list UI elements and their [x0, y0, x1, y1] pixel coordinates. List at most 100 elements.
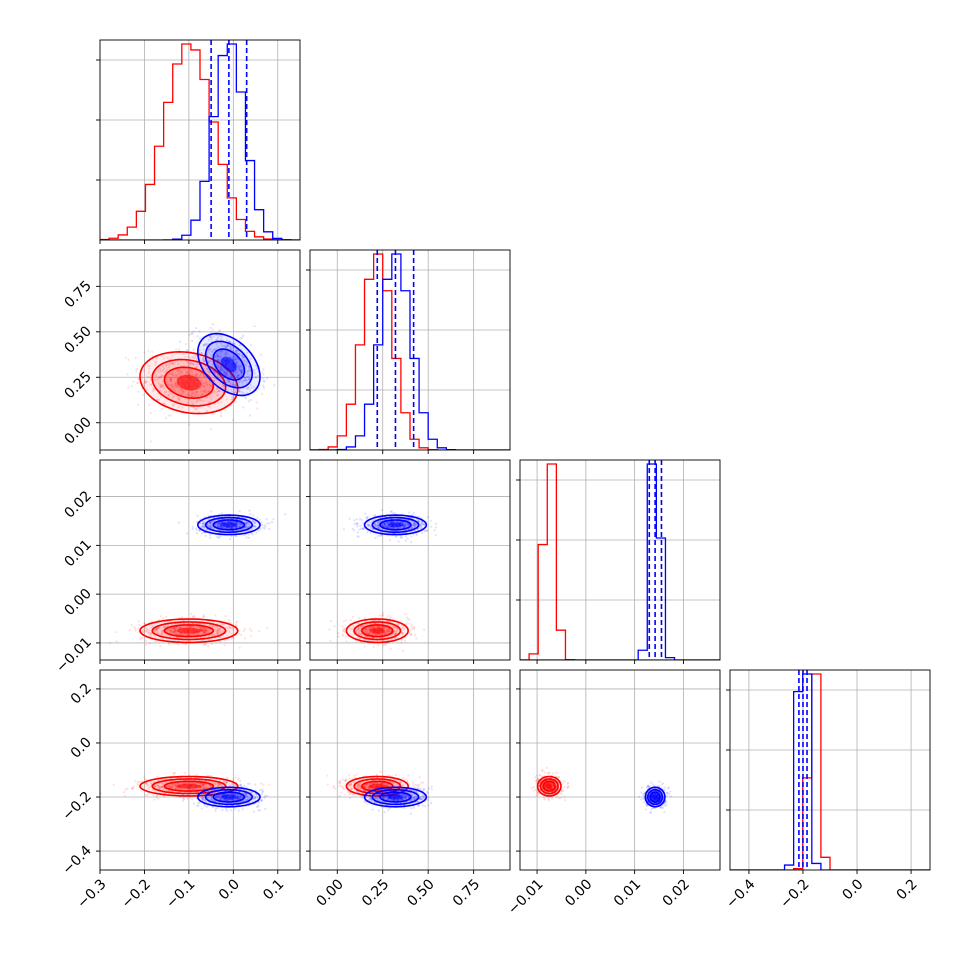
- scatter-point: [249, 634, 252, 637]
- scatter-point: [214, 356, 217, 359]
- y-tick-label: 0.02: [61, 488, 94, 521]
- scatter-point: [191, 616, 195, 619]
- scatter-point: [156, 632, 160, 635]
- scatter-point: [216, 387, 219, 391]
- scatter-point: [176, 385, 179, 388]
- scatter-point: [209, 526, 212, 529]
- scatter-point: [172, 631, 176, 634]
- scatter-point: [243, 379, 246, 383]
- scatter-point: [196, 390, 199, 393]
- scatter-point: [241, 808, 244, 811]
- scatter-point: [240, 372, 243, 375]
- scatter-point: [264, 808, 267, 811]
- scatter-point: [211, 368, 214, 372]
- scatter-point: [403, 523, 406, 526]
- scatter-point: [272, 518, 275, 521]
- scatter-point: [222, 344, 225, 347]
- scatter-point: [244, 520, 248, 524]
- scatter-point: [209, 347, 212, 351]
- scatter-point: [173, 630, 176, 633]
- scatter-point: [180, 387, 184, 391]
- scatter-point: [253, 372, 256, 375]
- scatter-point: [172, 395, 175, 398]
- scatter-point: [150, 383, 153, 386]
- scatter-point: [171, 404, 174, 407]
- scatter-point: [210, 521, 213, 524]
- scatter-point: [146, 794, 149, 797]
- scatter-point: [232, 388, 236, 391]
- scatter-point: [161, 785, 165, 788]
- scatter-point: [179, 340, 182, 343]
- scatter-point: [195, 531, 199, 534]
- scatter-point: [163, 402, 166, 405]
- scatter-point: [210, 384, 213, 387]
- scatter-point: [412, 524, 415, 527]
- scatter-point: [356, 522, 359, 525]
- scatter-point: [161, 785, 164, 789]
- scatter-point: [217, 636, 221, 639]
- scatter-point: [230, 375, 233, 378]
- scatter-point: [222, 521, 225, 524]
- scatter-point: [168, 383, 171, 387]
- scatter-point: [154, 639, 157, 643]
- scatter-point: [225, 520, 228, 523]
- scatter-point: [157, 382, 160, 385]
- scatter-point: [393, 511, 396, 515]
- scatter-point: [186, 348, 189, 352]
- scatter-point: [208, 382, 211, 386]
- scatter-point: [245, 387, 249, 390]
- scatter-point: [192, 614, 195, 618]
- scatter-point: [148, 642, 151, 645]
- scatter-point: [407, 519, 410, 522]
- scatter-point: [377, 626, 381, 629]
- scatter-point: [403, 639, 407, 643]
- scatter-point: [215, 339, 218, 342]
- scatter-point: [408, 511, 411, 514]
- scatter-point: [245, 785, 248, 788]
- scatter-point: [385, 632, 388, 635]
- scatter-point: [235, 349, 239, 352]
- scatter-point: [388, 617, 391, 620]
- scatter-point: [153, 785, 156, 788]
- scatter-point: [421, 531, 424, 535]
- scatter-point: [364, 512, 367, 515]
- scatter-point: [203, 631, 206, 635]
- scatter-point: [221, 630, 224, 633]
- scatter-point: [203, 783, 206, 786]
- scatter-point: [225, 398, 228, 401]
- scatter-point: [192, 406, 196, 409]
- scatter-point: [175, 626, 178, 629]
- scatter-point: [190, 400, 193, 403]
- scatter-point: [177, 782, 180, 786]
- scatter-point: [360, 632, 363, 636]
- scatter-point: [392, 625, 395, 628]
- scatter-point: [162, 626, 165, 629]
- scatter-point: [362, 641, 365, 645]
- scatter-point: [156, 370, 160, 373]
- scatter-point: [235, 349, 238, 352]
- scatter-point: [388, 526, 392, 529]
- scatter-point: [174, 629, 177, 632]
- scatter-point: [266, 627, 269, 630]
- scatter-point: [373, 514, 376, 517]
- scatter-point: [211, 625, 214, 628]
- scatter-point: [161, 617, 165, 620]
- scatter-point: [148, 633, 151, 636]
- scatter-point: [237, 390, 241, 393]
- scatter-point: [226, 345, 229, 348]
- scatter-point: [367, 632, 370, 635]
- scatter-point: [221, 526, 224, 529]
- scatter-point: [195, 399, 199, 402]
- scatter-point: [235, 375, 239, 378]
- scatter-point: [218, 628, 221, 631]
- scatter-point: [237, 525, 241, 528]
- scatter-point: [203, 615, 206, 618]
- scatter-point: [208, 628, 211, 631]
- scatter-point: [408, 634, 412, 637]
- scatter-point: [231, 383, 235, 386]
- scatter-point: [165, 363, 168, 366]
- scatter-point: [201, 782, 205, 786]
- scatter-point: [158, 367, 161, 371]
- scatter-point: [215, 343, 218, 346]
- scatter-point: [172, 631, 175, 634]
